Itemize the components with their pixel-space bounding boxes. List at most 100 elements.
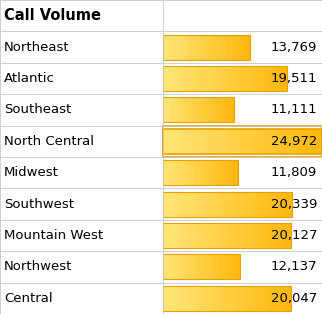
Bar <box>233 35 234 60</box>
Bar <box>232 35 233 60</box>
Bar <box>165 97 166 122</box>
Bar <box>214 160 215 185</box>
Bar <box>239 286 242 311</box>
Bar <box>163 254 164 279</box>
Bar <box>192 254 194 279</box>
Bar <box>164 97 165 122</box>
Bar <box>222 286 225 311</box>
Bar <box>181 66 184 91</box>
Bar <box>283 66 285 91</box>
Bar <box>180 286 182 311</box>
Bar <box>228 192 230 217</box>
Bar <box>256 129 258 154</box>
Bar <box>196 254 198 279</box>
Bar <box>170 254 172 279</box>
Bar <box>263 129 266 154</box>
Bar <box>254 66 256 91</box>
Bar <box>190 254 191 279</box>
Bar <box>226 97 228 122</box>
Bar <box>210 160 212 185</box>
Bar <box>253 129 256 154</box>
Bar <box>230 254 231 279</box>
Bar <box>248 66 250 91</box>
Bar <box>203 129 205 154</box>
Bar <box>185 254 186 279</box>
Bar <box>264 66 267 91</box>
Bar <box>171 192 174 217</box>
Bar <box>264 192 267 217</box>
Bar <box>311 129 314 154</box>
Bar <box>215 160 217 185</box>
Bar <box>213 254 214 279</box>
Bar <box>167 223 169 248</box>
Bar <box>163 192 292 217</box>
Bar <box>261 129 264 154</box>
Text: Atlantic: Atlantic <box>4 72 55 85</box>
Bar <box>178 223 180 248</box>
Bar <box>284 286 287 311</box>
Bar <box>173 35 175 60</box>
Bar <box>184 129 187 154</box>
Bar <box>171 160 173 185</box>
Bar <box>274 129 277 154</box>
Bar <box>182 192 185 217</box>
Bar <box>169 254 171 279</box>
Bar <box>189 129 192 154</box>
Text: Call Volume: Call Volume <box>4 8 101 23</box>
Bar <box>191 97 192 122</box>
Bar <box>173 286 175 311</box>
Bar <box>204 254 205 279</box>
Bar <box>238 223 240 248</box>
Bar <box>186 129 189 154</box>
Bar <box>250 286 252 311</box>
Bar <box>178 192 180 217</box>
Bar <box>213 97 215 122</box>
Bar <box>271 192 273 217</box>
Bar <box>196 35 198 60</box>
Bar <box>261 223 263 248</box>
Bar <box>234 254 235 279</box>
Bar <box>301 129 304 154</box>
Bar <box>182 97 183 122</box>
Bar <box>224 97 225 122</box>
Bar <box>202 66 204 91</box>
Bar <box>273 66 275 91</box>
Bar <box>217 66 219 91</box>
Bar <box>225 97 227 122</box>
Bar <box>191 192 193 217</box>
Bar <box>164 160 165 185</box>
Bar <box>281 66 283 91</box>
Bar <box>200 160 202 185</box>
Bar <box>220 35 221 60</box>
Bar <box>289 286 291 311</box>
Bar <box>178 160 179 185</box>
Bar <box>242 129 245 154</box>
Bar <box>266 66 269 91</box>
Bar <box>166 160 168 185</box>
Bar <box>237 35 239 60</box>
Bar <box>216 129 219 154</box>
Bar <box>245 192 247 217</box>
Bar <box>163 192 165 217</box>
Bar <box>176 35 177 60</box>
Bar <box>169 160 170 185</box>
Bar <box>167 35 169 60</box>
Bar <box>194 66 196 91</box>
Bar <box>216 223 218 248</box>
Bar <box>235 286 237 311</box>
Bar <box>171 97 172 122</box>
Bar <box>229 129 232 154</box>
Bar <box>187 35 189 60</box>
Bar <box>167 286 169 311</box>
Bar <box>214 254 216 279</box>
Bar <box>211 129 213 154</box>
Bar <box>208 192 210 217</box>
Bar <box>165 192 167 217</box>
Bar <box>227 66 229 91</box>
Bar <box>182 35 183 60</box>
Bar <box>192 35 194 60</box>
Bar <box>223 254 225 279</box>
Bar <box>268 223 270 248</box>
Bar <box>226 35 227 60</box>
Bar <box>235 66 238 91</box>
